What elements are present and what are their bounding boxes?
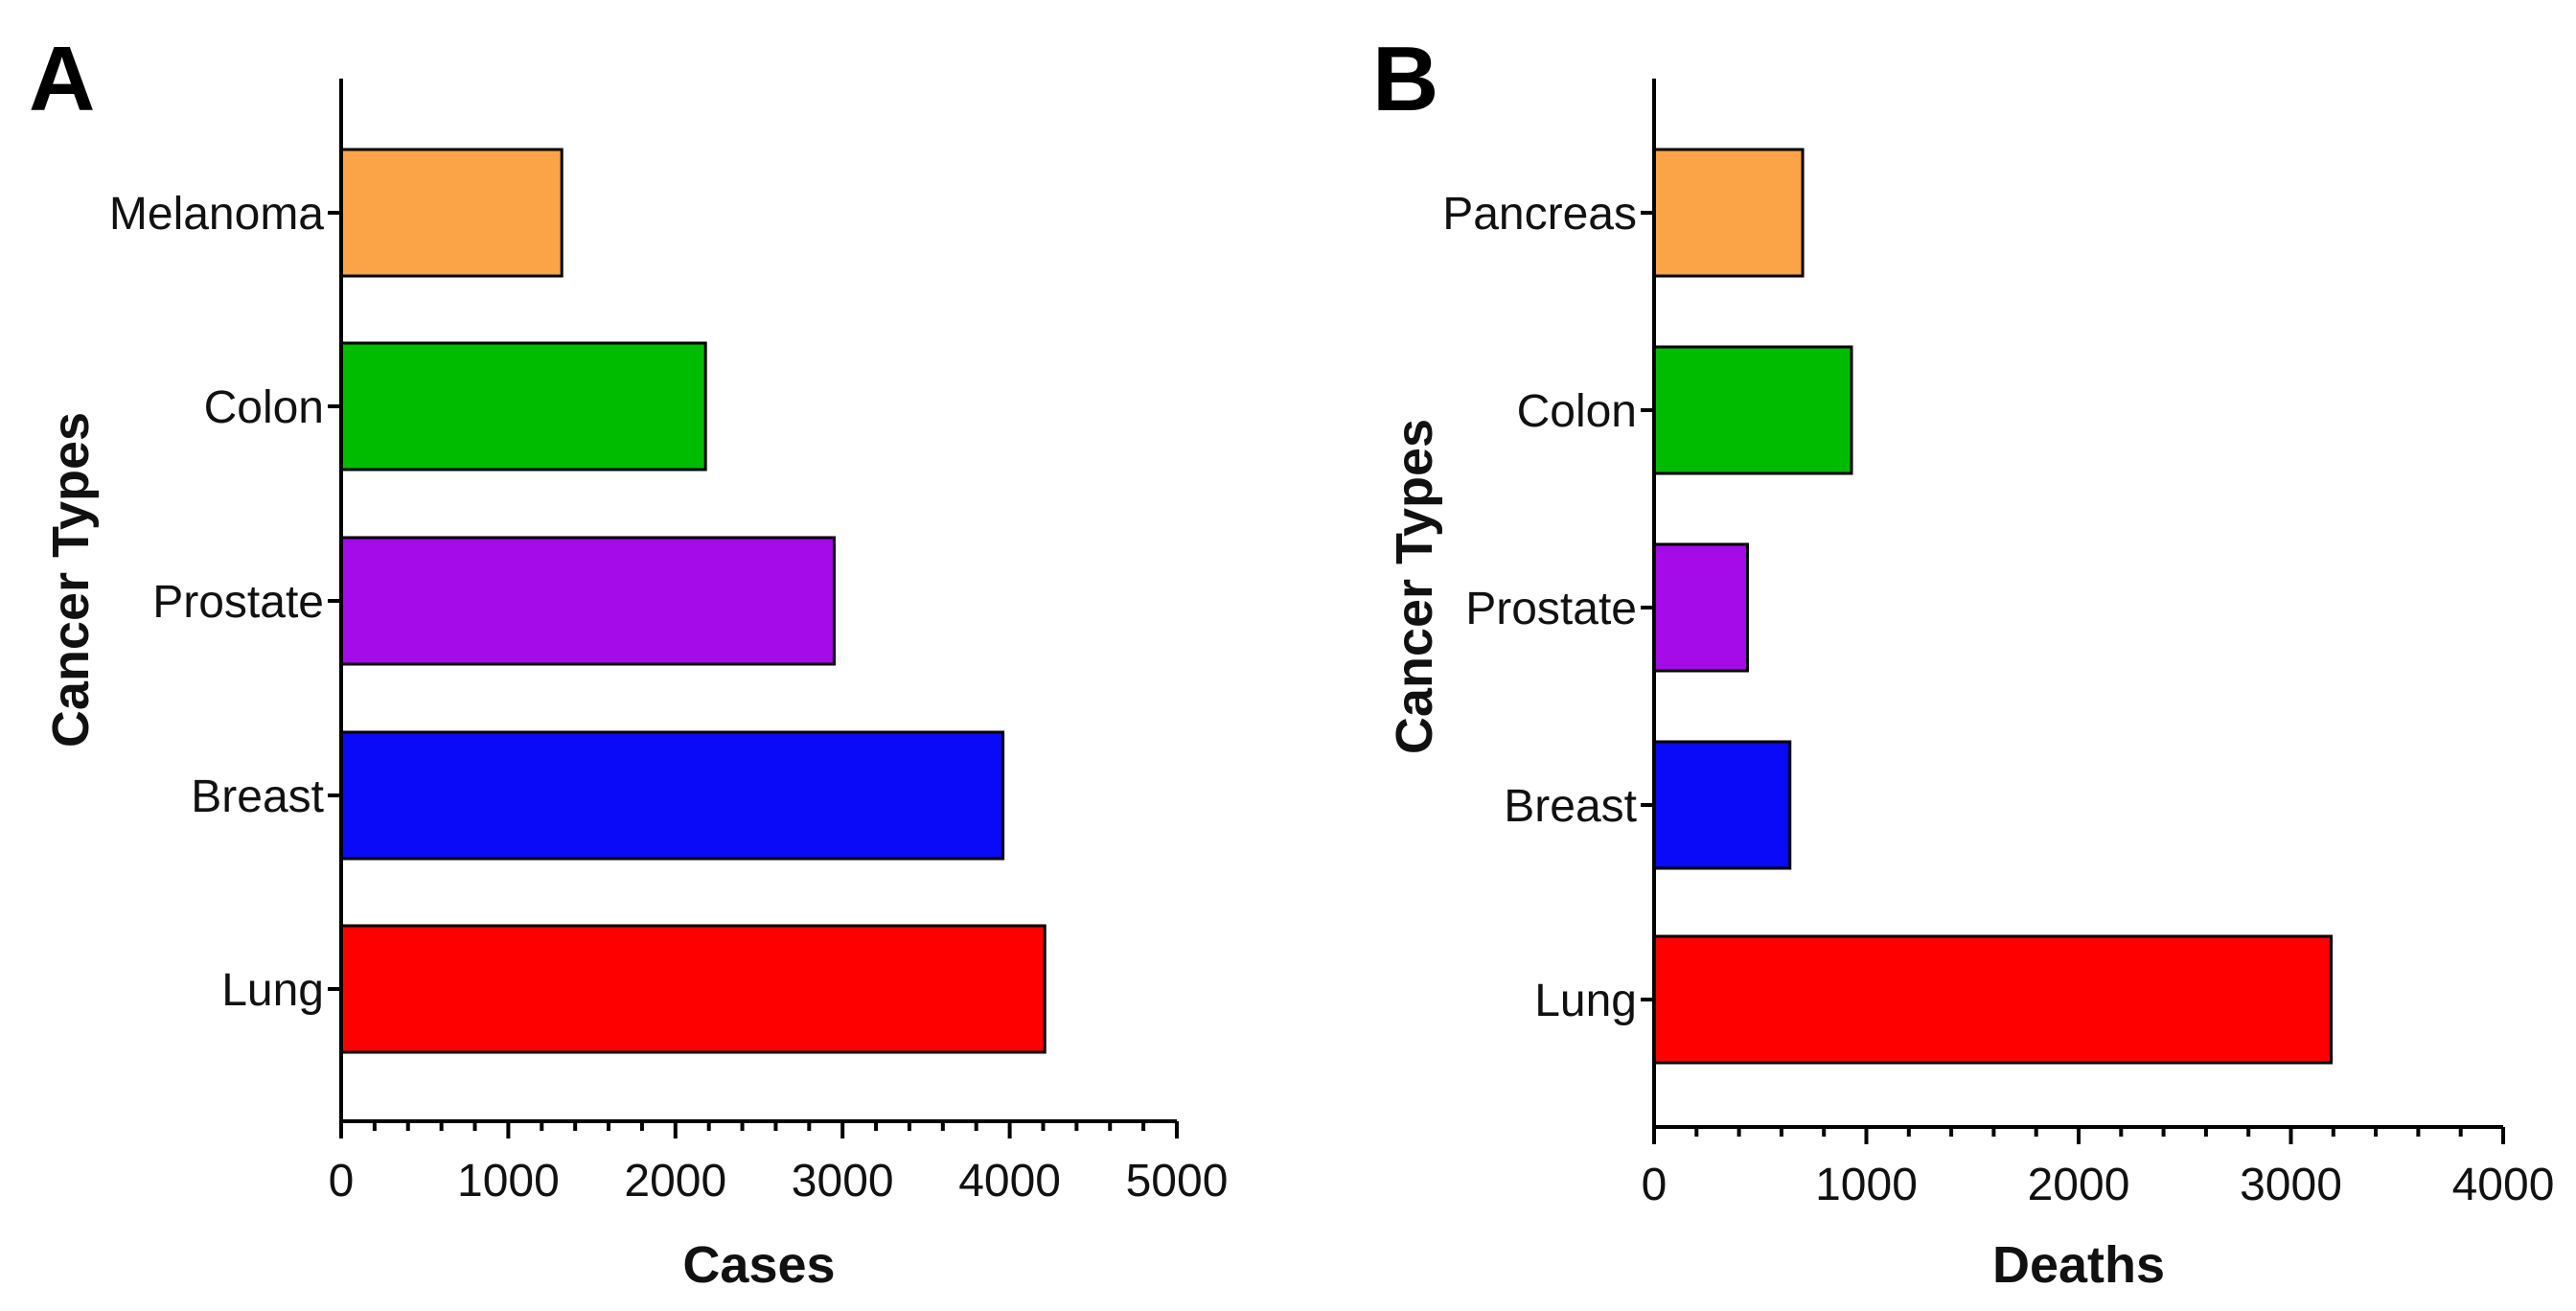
panel-b-bar-pancreas bbox=[1652, 148, 1805, 278]
panel-b-category-label: Lung bbox=[1534, 976, 1637, 1026]
panel-a-x-tick-label: 0 bbox=[329, 1156, 355, 1207]
panel-b-bar-prostate bbox=[1652, 542, 1749, 673]
panel-a-bar-prostate bbox=[339, 536, 836, 666]
panel-b-category-label: Pancreas bbox=[1442, 189, 1637, 240]
panel-b-category-label: Colon bbox=[1517, 386, 1637, 437]
panel-a-category-label: Melanoma bbox=[109, 189, 324, 240]
panel-a-x-tick-label: 3000 bbox=[792, 1156, 894, 1207]
panel-b-x-tick-label: 2000 bbox=[2028, 1160, 2130, 1210]
panel-b-bar-lung bbox=[1652, 934, 2334, 1065]
panel-a-category-label: Colon bbox=[204, 382, 324, 433]
panel-b-category-label: Prostate bbox=[1465, 584, 1637, 634]
panel-b-x-tick-label: 0 bbox=[1642, 1160, 1668, 1210]
panel-a-x-axis-title: Cases bbox=[682, 1236, 835, 1294]
panel-a-category-label: Breast bbox=[191, 771, 324, 822]
panel-a-bar-breast bbox=[339, 730, 1005, 861]
panel-b-x-tick-label: 1000 bbox=[1815, 1160, 1918, 1210]
panel-b-bar-colon bbox=[1652, 345, 1853, 475]
panel-a-category-label: Lung bbox=[221, 965, 324, 1016]
panel-a-bar-colon bbox=[339, 341, 707, 472]
panel-a-x-tick-label: 5000 bbox=[1126, 1156, 1229, 1207]
panel-a-bar-lung bbox=[339, 924, 1046, 1054]
panel-b-bar-breast bbox=[1652, 740, 1792, 870]
panel-a-category-label: Prostate bbox=[152, 577, 324, 628]
panel-b-x-tick-label: 4000 bbox=[2452, 1160, 2555, 1210]
panel-b-x-tick-label: 3000 bbox=[2240, 1160, 2342, 1210]
panel-b-category-label: Breast bbox=[1504, 781, 1637, 832]
panel-a-x-tick-label: 2000 bbox=[624, 1156, 726, 1207]
panel-b-y-axis-title: Cancer Types bbox=[1386, 419, 1443, 754]
panel-b-x-axis-title: Deaths bbox=[1992, 1236, 2165, 1294]
panel-a-x-tick-label: 4000 bbox=[958, 1156, 1061, 1207]
panel-a-y-axis-title: Cancer Types bbox=[42, 412, 100, 748]
panel-a-letter: A bbox=[29, 28, 95, 130]
panel-a-x-tick-label: 1000 bbox=[457, 1156, 560, 1207]
panel-a-bar-melanoma bbox=[339, 148, 564, 278]
panel-b-letter: B bbox=[1372, 28, 1438, 130]
